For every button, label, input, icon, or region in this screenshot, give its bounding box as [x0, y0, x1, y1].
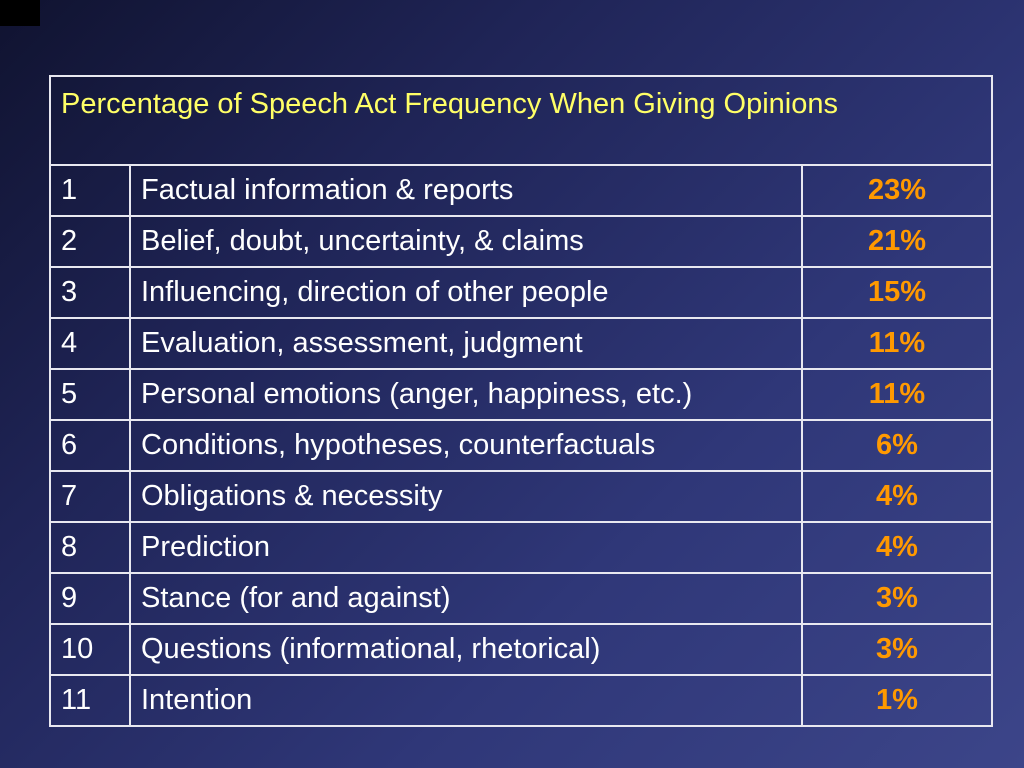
- row-percent: 21%: [801, 215, 993, 268]
- table-row: 6 Conditions, hypotheses, counterfactual…: [49, 419, 993, 472]
- row-percent: 11%: [801, 317, 993, 370]
- row-category: Belief, doubt, uncertainty, & claims: [129, 215, 803, 268]
- row-category: Questions (informational, rhetorical): [129, 623, 803, 676]
- speech-act-table: Percentage of Speech Act Frequency When …: [49, 75, 993, 727]
- table-row: 3 Influencing, direction of other people…: [49, 266, 993, 319]
- table-row: 5 Personal emotions (anger, happiness, e…: [49, 368, 993, 421]
- row-percent: 23%: [801, 164, 993, 217]
- table-row: 11 Intention 1%: [49, 674, 993, 727]
- row-category: Stance (for and against): [129, 572, 803, 625]
- row-category: Influencing, direction of other people: [129, 266, 803, 319]
- table-row: 8 Prediction 4%: [49, 521, 993, 574]
- row-rank: 10: [49, 623, 131, 676]
- row-category: Obligations & necessity: [129, 470, 803, 523]
- table-row: 10 Questions (informational, rhetorical)…: [49, 623, 993, 676]
- row-rank: 2: [49, 215, 131, 268]
- table-row: 2 Belief, doubt, uncertainty, & claims 2…: [49, 215, 993, 268]
- row-percent: 15%: [801, 266, 993, 319]
- row-rank: 5: [49, 368, 131, 421]
- row-percent: 3%: [801, 572, 993, 625]
- row-rank: 4: [49, 317, 131, 370]
- row-rank: 8: [49, 521, 131, 574]
- row-percent: 3%: [801, 623, 993, 676]
- table-row: 1 Factual information & reports 23%: [49, 164, 993, 217]
- table-title-row: Percentage of Speech Act Frequency When …: [49, 75, 993, 166]
- row-category: Conditions, hypotheses, counterfactuals: [129, 419, 803, 472]
- row-rank: 9: [49, 572, 131, 625]
- row-rank: 11: [49, 674, 131, 727]
- row-percent: 4%: [801, 521, 993, 574]
- row-rank: 1: [49, 164, 131, 217]
- row-percent: 6%: [801, 419, 993, 472]
- row-rank: 7: [49, 470, 131, 523]
- table-row: 4 Evaluation, assessment, judgment 11%: [49, 317, 993, 370]
- row-category: Prediction: [129, 521, 803, 574]
- row-percent: 4%: [801, 470, 993, 523]
- table-title: Percentage of Speech Act Frequency When …: [49, 75, 993, 166]
- table-row: 9 Stance (for and against) 3%: [49, 572, 993, 625]
- row-category: Intention: [129, 674, 803, 727]
- corner-mark: [0, 0, 40, 26]
- row-percent: 1%: [801, 674, 993, 727]
- row-category: Evaluation, assessment, judgment: [129, 317, 803, 370]
- row-category: Factual information & reports: [129, 164, 803, 217]
- row-rank: 3: [49, 266, 131, 319]
- row-category: Personal emotions (anger, happiness, etc…: [129, 368, 803, 421]
- row-rank: 6: [49, 419, 131, 472]
- row-percent: 11%: [801, 368, 993, 421]
- table-row: 7 Obligations & necessity 4%: [49, 470, 993, 523]
